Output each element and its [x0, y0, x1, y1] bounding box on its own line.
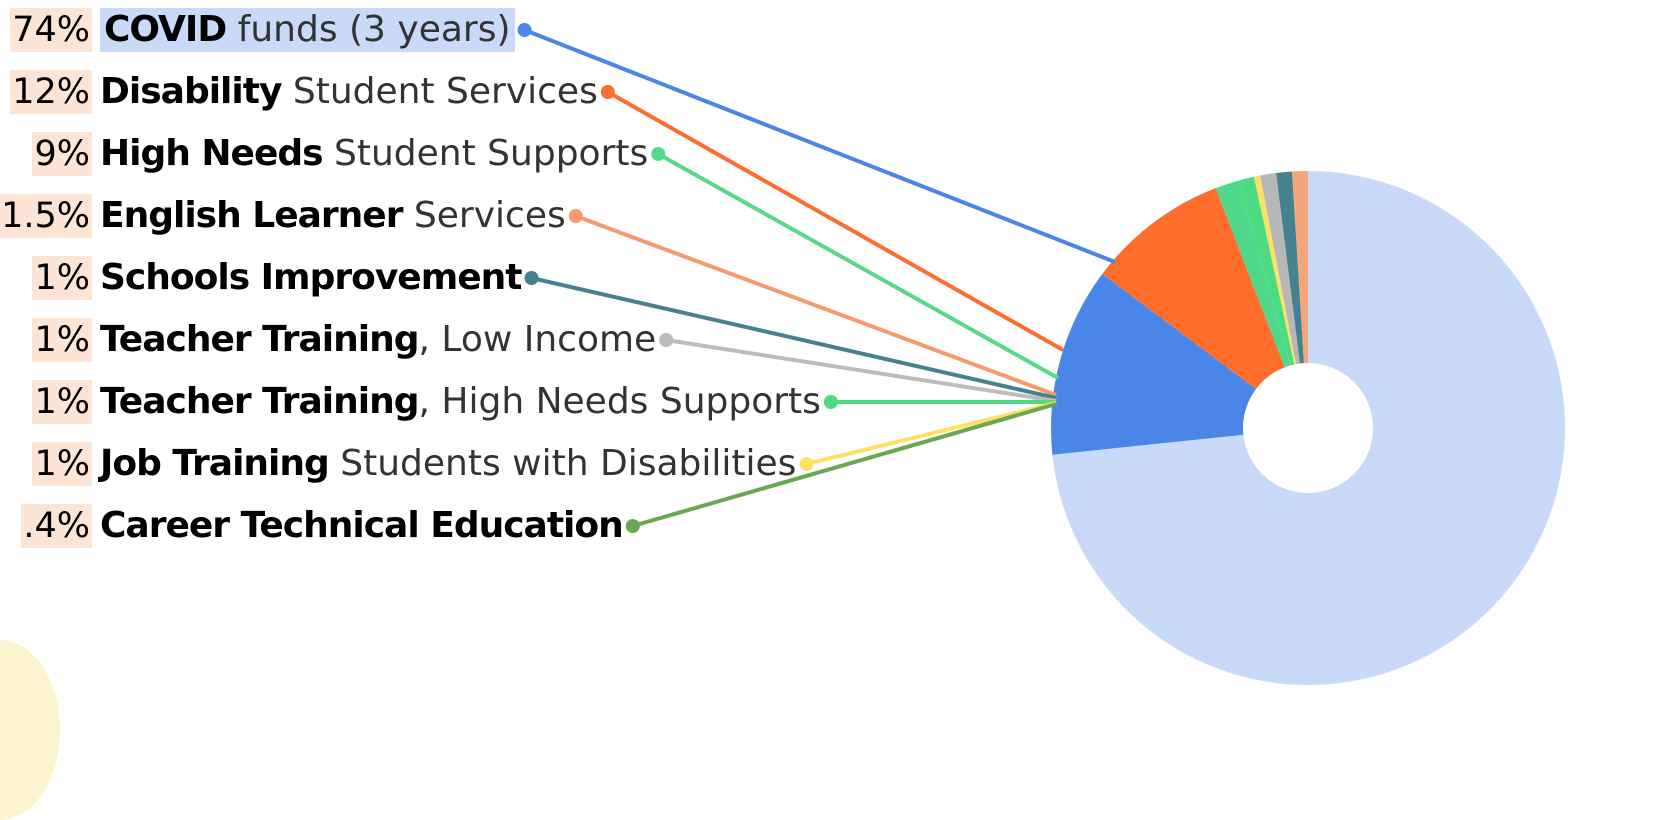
percent-box: 1.5%	[0, 194, 100, 238]
leader-lines	[517, 23, 1116, 533]
leader-dot-covid-funds-3-years	[517, 23, 532, 37]
percent-label: 1.5%	[0, 194, 92, 238]
legend-label: Teacher Training, High Needs Supports	[100, 380, 821, 424]
legend-item-career-technical-education: .4% Career Technical Education	[0, 501, 624, 551]
legend-label: Career Technical Education	[100, 504, 624, 548]
leader-line-schools-improvement	[531, 276, 1057, 400]
leader-dot-job-training-students-with-disabilities	[799, 457, 814, 471]
legend-label-bold: Disability	[100, 71, 282, 112]
pie-slice-covid-funds-3-years	[1052, 171, 1565, 685]
legend-label-bold: Schools Improvement	[100, 257, 522, 298]
pie-slice-job-training-students-with-disabilities	[1238, 176, 1295, 366]
legend-label-rest: funds (3 years)	[237, 9, 511, 50]
legend-label-bold: COVID	[104, 9, 227, 50]
percent-box: 9%	[0, 132, 100, 176]
legend-label-rest: Student Supports	[334, 133, 649, 174]
legend-label: Disability Student Services	[100, 70, 598, 114]
legend-item-high-needs-student-supports: 9% High Needs Student Supports	[0, 129, 648, 179]
percent-box: 74%	[0, 8, 100, 52]
leader-line-high-needs-student-supports	[657, 152, 1059, 380]
legend-label-rest: Student Services	[292, 71, 598, 112]
legend-label: Teacher Training, Low Income	[100, 318, 656, 362]
pie-slice-english-learner-services	[1215, 180, 1291, 368]
percent-label: 1%	[32, 318, 92, 362]
pie-slice-schools-improvement	[1292, 171, 1308, 364]
legend-label: COVID funds (3 years)	[100, 8, 515, 52]
legend-label: Job Training Students with Disabilities	[100, 442, 796, 486]
chart-canvas	[517, 23, 1565, 685]
leader-line-covid-funds-3-years	[523, 28, 1116, 264]
percent-box: 1%	[0, 318, 100, 362]
leader-dot-high-needs-student-supports	[651, 147, 666, 161]
legend-label-rest: , High Needs Supports	[418, 381, 821, 422]
leader-dot-career-technical-education	[625, 519, 640, 533]
pie-slice-teacher-training-low-income	[1276, 171, 1304, 364]
percent-box: 1%	[0, 256, 100, 300]
leader-dot-schools-improvement	[524, 271, 539, 285]
legend-label-bold: Job Training	[100, 443, 330, 484]
leader-dot-teacher-training-low-income	[659, 333, 674, 347]
legend-item-disability-student-services: 12% Disability Student Services	[0, 67, 598, 117]
legend-label-bold: Teacher Training	[100, 319, 420, 360]
legend-item-english-learner-services: 1.5% English Learner Services	[0, 191, 566, 241]
leader-line-career-technical-education	[632, 402, 1057, 528]
percent-label: 1%	[32, 442, 92, 486]
legend-item-teacher-training-high-needs-supports: 1% Teacher Training, High Needs Supports	[0, 377, 821, 427]
pie-slice-high-needs-student-supports	[1102, 188, 1285, 390]
percent-box: .4%	[0, 504, 100, 548]
legend-item-teacher-training-low-income: 1% Teacher Training, Low Income	[0, 315, 656, 365]
leader-dot-teacher-training-high-needs-supports	[823, 395, 838, 409]
pie-slice-career-technical-education	[1253, 175, 1296, 365]
percent-label: 74%	[10, 8, 92, 52]
legend-label-bold: Teacher Training	[100, 381, 420, 422]
leader-dot-english-learner-services	[568, 209, 583, 223]
legend-label-bold: English Learner	[100, 195, 403, 236]
leader-line-disability-student-services	[606, 90, 1064, 352]
percent-box: 1%	[0, 380, 100, 424]
legend-label-rest: Students with Disabilities	[340, 443, 797, 484]
leader-line-teacher-training-low-income	[665, 338, 1057, 403]
leader-line-english-learner-services	[575, 214, 1057, 397]
percent-box: 1%	[0, 442, 100, 486]
percent-label: 9%	[32, 132, 92, 176]
leader-line-job-training-students-with-disabilities	[805, 401, 1057, 466]
leader-dot-disability-student-services	[600, 85, 615, 99]
legend-item-schools-improvement: 1% Schools Improvement	[0, 253, 522, 303]
percent-label: 1%	[32, 380, 92, 424]
pie-group	[1051, 171, 1565, 685]
legend-item-covid-funds-3-years: 74% COVID funds (3 years)	[0, 5, 515, 55]
legend-label: Schools Improvement	[100, 256, 522, 300]
percent-box: 12%	[0, 70, 100, 114]
legend-label-rest: , Low Income	[418, 319, 657, 360]
legend-label-bold: Career Technical Education	[100, 505, 624, 546]
legend-label-rest: Services	[413, 195, 566, 236]
pie-slice-disability-student-services	[1051, 273, 1256, 455]
legend-item-job-training-students-with-disabilities: 1% Job Training Students with Disabilitie…	[0, 439, 796, 489]
legend-label: English Learner Services	[100, 194, 566, 238]
legend-label-bold: High Needs	[100, 133, 324, 174]
pie-slice-teacher-training-high-needs-supports	[1260, 172, 1300, 365]
legend-label: High Needs Student Supports	[100, 132, 648, 176]
percent-label: 12%	[10, 70, 92, 114]
percent-label: 1%	[32, 256, 92, 300]
percent-label: .4%	[21, 504, 92, 548]
